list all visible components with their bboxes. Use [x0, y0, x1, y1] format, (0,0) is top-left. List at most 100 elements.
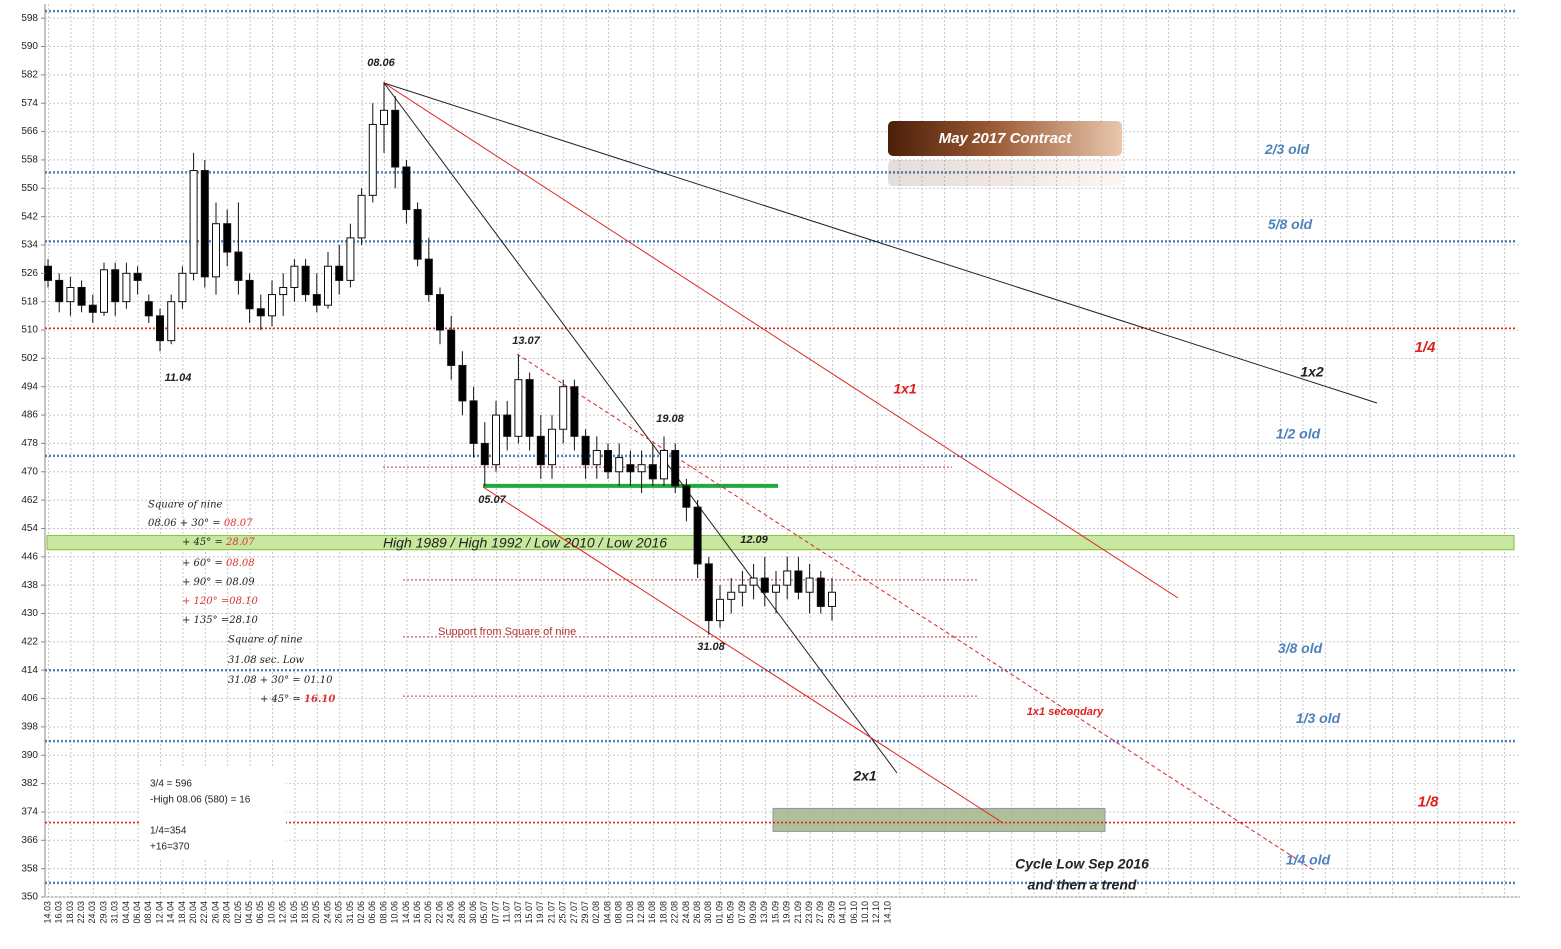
level-label: 5/8 old: [1268, 216, 1313, 232]
fan-line: [516, 353, 1316, 872]
note-box: 3/4 = 596 -High 08.06 (580) = 16 1/4=354…: [140, 768, 286, 860]
x-tick-label: 12.08: [636, 901, 646, 924]
candle-body: [301, 265, 310, 296]
square-row-result: 08.09: [226, 577, 255, 588]
candle-body: [760, 577, 769, 593]
level-label: 1/2 old: [1276, 426, 1321, 442]
x-tick-label: 02.05: [233, 901, 243, 924]
zone-label: High 1989 / High 1992 / Low 2010 / Low 2…: [383, 534, 667, 550]
level-label: 2/3 old: [1264, 141, 1310, 157]
fan-label: 2x1: [852, 768, 877, 784]
square-row: + 45° = 16.10: [260, 694, 335, 705]
square-row-text: + 45° =: [260, 694, 304, 705]
level-label: 3/8 old: [1278, 640, 1323, 656]
x-tick-label: 15.07: [524, 901, 534, 924]
x-tick-label: 08.08: [614, 901, 624, 924]
x-tick-label: 29.07: [580, 901, 590, 924]
candle-body: [447, 329, 456, 366]
candle-body: [279, 286, 288, 296]
support-text: Support from Square of nine: [438, 626, 576, 638]
x-tick-label: 08.06: [378, 901, 388, 924]
candle-body: [648, 464, 657, 480]
x-tick-label: 24.05: [322, 901, 332, 924]
x-tick-label: 10.10: [860, 901, 870, 924]
square-row: + 90° = 08.09: [182, 577, 255, 588]
x-tick-label: 06.04: [132, 901, 142, 924]
square-row: + 60° = 08.08: [182, 558, 255, 569]
square-row-result: 28.07: [225, 537, 255, 548]
candle-body: [805, 577, 814, 593]
fan-line: [383, 82, 898, 774]
candle-body: [514, 379, 523, 437]
square-row: 31.08 + 30° = 01.10: [228, 675, 333, 686]
candle-body: [256, 308, 265, 317]
y-tick-label: 462: [21, 495, 38, 506]
x-tick-label: 14.10: [882, 901, 892, 924]
candle-body: [100, 269, 108, 313]
x-tick-label: 14.06: [401, 901, 411, 924]
x-tick-label: 25.07: [558, 901, 568, 924]
candle-body: [794, 570, 803, 593]
title-box: May 2017 Contract: [888, 121, 1122, 186]
candle-body: [200, 170, 209, 278]
candle-body: [536, 435, 545, 466]
x-tick-label: 18.04: [177, 901, 187, 924]
candle-body: [167, 301, 176, 342]
target-zone: [772, 807, 1106, 832]
x-tick-label: 31.05: [345, 901, 355, 924]
candle-body: [402, 166, 411, 211]
candle-body: [570, 386, 579, 437]
candle-body: [727, 591, 736, 600]
square-row: + 45° = 28.07: [182, 537, 255, 548]
y-tick-label: 406: [21, 693, 38, 704]
square-title: Square of nine: [228, 635, 303, 646]
candle-body: [682, 485, 691, 508]
x-tick-label: 02.08: [591, 901, 601, 924]
square-row-text: + 45° =: [182, 537, 226, 548]
x-tick-label: 26.08: [692, 901, 702, 924]
square-row: + 120° =08.10: [182, 596, 258, 607]
candle-body: [424, 258, 433, 296]
x-tick-label: 29.09: [826, 901, 836, 924]
x-tick-label: 21.07: [546, 901, 556, 924]
candle-body: [413, 209, 422, 260]
x-tick-label: 15.09: [770, 901, 780, 924]
fan-label: 1x1 secondary: [1027, 706, 1104, 718]
candle-body: [189, 170, 198, 274]
candle-body: [77, 286, 86, 306]
candle-body: [380, 109, 388, 125]
y-tick-label: 550: [21, 183, 38, 194]
x-tick-label: 27.09: [815, 901, 825, 924]
x-tick-label: 04.04: [121, 901, 131, 924]
y-tick-label: 534: [21, 240, 38, 251]
candle-body: [335, 265, 344, 281]
x-tick-label: 26.04: [210, 901, 220, 924]
candle-body: [693, 506, 702, 565]
x-tick-label: 24.03: [87, 901, 97, 924]
candle-body: [133, 272, 142, 281]
y-tick-label: 470: [21, 466, 38, 477]
candle-body: [66, 286, 75, 303]
candle-body: [156, 315, 164, 342]
x-tick-label: 12.04: [154, 901, 164, 924]
square-row-result: 16.10: [304, 694, 335, 705]
candle-body: [223, 223, 232, 253]
candle-body: [268, 294, 276, 317]
y-tick-label: 454: [21, 523, 38, 534]
y-tick-label: 574: [21, 98, 38, 109]
x-tick-label: 16.03: [54, 901, 64, 924]
zone: [46, 535, 1515, 551]
x-tick-label: 20.05: [311, 901, 321, 924]
y-tick-label: 478: [21, 438, 38, 449]
square-row-result: 08.07: [224, 518, 253, 529]
x-tick-label: 09.09: [748, 901, 758, 924]
candle-body: [391, 109, 400, 168]
candle-body: [324, 265, 332, 306]
candle-body: [503, 414, 512, 437]
square-row: 31.08 sec. Low: [228, 655, 304, 666]
point-label: 19.08: [656, 413, 684, 425]
candle-body: [357, 194, 366, 239]
candle-body: [592, 450, 601, 466]
square-title: Square of nine: [148, 500, 223, 511]
candle-body: [480, 442, 489, 466]
